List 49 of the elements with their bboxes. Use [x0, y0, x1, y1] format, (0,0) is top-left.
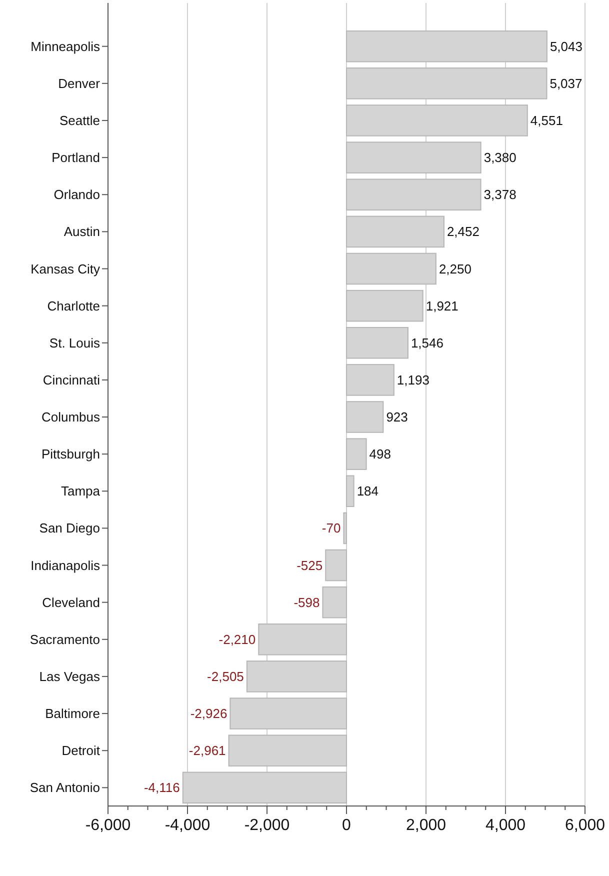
data-label: -2,210 — [218, 632, 256, 647]
y-tick-label: Seattle — [60, 113, 100, 128]
y-tick-label: Austin — [64, 224, 100, 240]
data-label: 1,546 — [410, 335, 444, 350]
y-tick-label: Las Vegas — [39, 669, 100, 684]
data-label: 1,193 — [396, 372, 430, 388]
y-tick-label: Portland — [52, 150, 100, 166]
data-label: 3,378 — [484, 187, 516, 202]
data-label: -2,505 — [207, 669, 244, 684]
y-tick-label: Cleveland — [42, 594, 100, 610]
x-tick-label: 0 — [342, 817, 352, 834]
x-tick-label: 6,000 — [564, 817, 606, 834]
y-tick-label: Detroit — [62, 743, 100, 758]
data-label: 1,921 — [426, 298, 458, 314]
data-label: 4,551 — [530, 113, 563, 128]
y-tick-label: San Antonio — [30, 780, 100, 796]
x-tick-label: 4,000 — [485, 817, 526, 834]
x-tick-label: 2,000 — [406, 817, 446, 834]
y-tick-label: Kansas City — [30, 261, 100, 276]
data-label: 498 — [369, 446, 391, 462]
y-tick-label: Sacramento — [30, 632, 100, 647]
y-tick-label: Denver — [58, 76, 101, 91]
data-label: 5,043 — [550, 38, 583, 54]
x-tick-label: -2,000 — [244, 817, 290, 834]
data-label: -525 — [296, 558, 323, 573]
data-label: 923 — [386, 410, 408, 425]
y-tick-label: Orlando — [54, 187, 100, 202]
y-tick-label: Minneapolis — [30, 38, 100, 54]
data-label: 2,250 — [438, 261, 472, 276]
y-tick-label: Baltimore — [45, 706, 100, 722]
y-tick-label: Indianapolis — [30, 558, 100, 573]
y-tick-label: Pittsburgh — [41, 446, 100, 462]
data-label: -598 — [294, 594, 320, 610]
data-label: 5,037 — [550, 76, 582, 91]
y-tick-label: St. Louis — [49, 335, 100, 350]
data-label: 2,452 — [446, 224, 480, 240]
x-tick-label: -4,000 — [164, 817, 210, 834]
x-tick-label: -6,000 — [85, 817, 131, 834]
data-label: 3,380 — [484, 150, 516, 166]
data-label: -2,961 — [188, 743, 226, 758]
data-label: -70 — [322, 520, 341, 536]
y-tick-label: Columbus — [41, 410, 100, 425]
y-tick-label: Cincinnati — [42, 372, 100, 388]
data-label: 184 — [356, 484, 379, 499]
y-tick-label: San Diego — [39, 520, 100, 536]
y-tick-label: Tampa — [60, 484, 101, 499]
data-label: -2,926 — [190, 706, 228, 722]
y-tick-label: Charlotte — [47, 298, 100, 314]
data-label: -4,116 — [144, 780, 180, 796]
